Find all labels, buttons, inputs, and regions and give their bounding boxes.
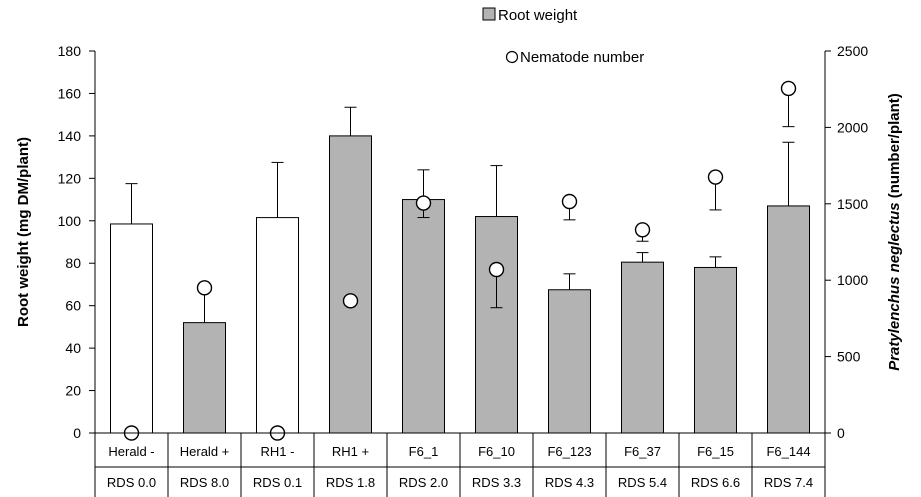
y-tick-label: 100 <box>58 213 82 229</box>
y-tick-label: 140 <box>58 128 82 144</box>
legend-label-nematode-number: Nematode number <box>520 49 644 66</box>
bar <box>256 217 299 434</box>
axes: 0 20 40 60 80 100 120 140 160 180 0 500 1000 1500 2000… <box>58 43 868 497</box>
category-label: F6_123 <box>547 444 591 459</box>
y2-tick-label: 1000 <box>837 272 868 288</box>
y2-axis-title-unit: (number/plant) <box>886 93 903 202</box>
nematode-point <box>780 80 797 97</box>
y-tick-label: 120 <box>58 170 82 186</box>
y2-axis-title-species: Pratylenchus neglectus <box>886 202 903 370</box>
category-label: Herald + <box>180 444 230 459</box>
nematode-point <box>488 261 505 278</box>
bar <box>329 135 372 434</box>
category-rds-label: RDS 8.0 <box>180 475 229 490</box>
category-rds-label: RDS 4.3 <box>545 475 594 490</box>
nematode-point <box>342 293 359 309</box>
category-rds-label: RDS 3.3 <box>472 475 521 490</box>
bar <box>475 216 518 434</box>
category-rds-label: RDS 5.4 <box>618 475 667 490</box>
y2-tick-label: 2500 <box>837 43 868 59</box>
bar <box>183 322 226 434</box>
bar <box>621 261 664 434</box>
legend: Root weight Nematode number <box>482 7 644 66</box>
legend-marker-nematode-number <box>505 50 519 64</box>
y2-tick-label: 1500 <box>837 196 868 212</box>
y-tick-label: 160 <box>58 85 82 101</box>
category-label: RH1 - <box>261 444 295 459</box>
bar <box>767 205 810 434</box>
y-tick-label: 40 <box>65 340 81 356</box>
bar <box>694 266 737 434</box>
category-label: F6_15 <box>697 444 734 459</box>
category-rds-label: RDS 2.0 <box>399 475 448 490</box>
plot-area <box>110 80 810 441</box>
nematode-point <box>561 193 578 210</box>
category-rds-label: RDS 6.6 <box>691 475 740 490</box>
y-tick-label: 20 <box>65 383 81 399</box>
category-label: F6_37 <box>624 444 661 459</box>
y-axis-title: Root weight (mg DM/plant) <box>15 137 32 327</box>
nematode-point <box>707 169 724 185</box>
y-tick-label: 80 <box>65 255 81 271</box>
legend-swatch-root-weight <box>482 7 496 21</box>
y-tick-label: 180 <box>58 43 82 59</box>
category-label: F6_144 <box>766 444 810 459</box>
y-tick-label: 0 <box>73 425 81 441</box>
nematode-point <box>634 222 651 238</box>
legend-label-root-weight: Root weight <box>498 7 578 24</box>
y2-tick-label: 2000 <box>837 119 868 135</box>
bar <box>110 223 153 434</box>
y2-axis-title: Pratylenchus neglectus (number/plant) <box>886 93 903 371</box>
category-rds-label: RDS 0.1 <box>253 475 302 490</box>
category-label: F6_10 <box>478 444 515 459</box>
category-label: F6_1 <box>409 444 439 459</box>
y2-tick-label: 500 <box>837 349 861 365</box>
nematode-point <box>196 280 213 296</box>
category-label: RH1 + <box>332 444 369 459</box>
category-rds-label: RDS 0.0 <box>107 475 156 490</box>
category-rds-label: RDS 1.8 <box>326 475 375 490</box>
bar <box>402 199 445 434</box>
y-tick-label: 60 <box>65 298 81 314</box>
y2-tick-label: 0 <box>837 425 845 441</box>
category-rds-label: RDS 7.4 <box>764 475 813 490</box>
bar <box>548 289 591 434</box>
nematode-point <box>415 195 432 211</box>
category-label: Herald - <box>108 444 154 459</box>
